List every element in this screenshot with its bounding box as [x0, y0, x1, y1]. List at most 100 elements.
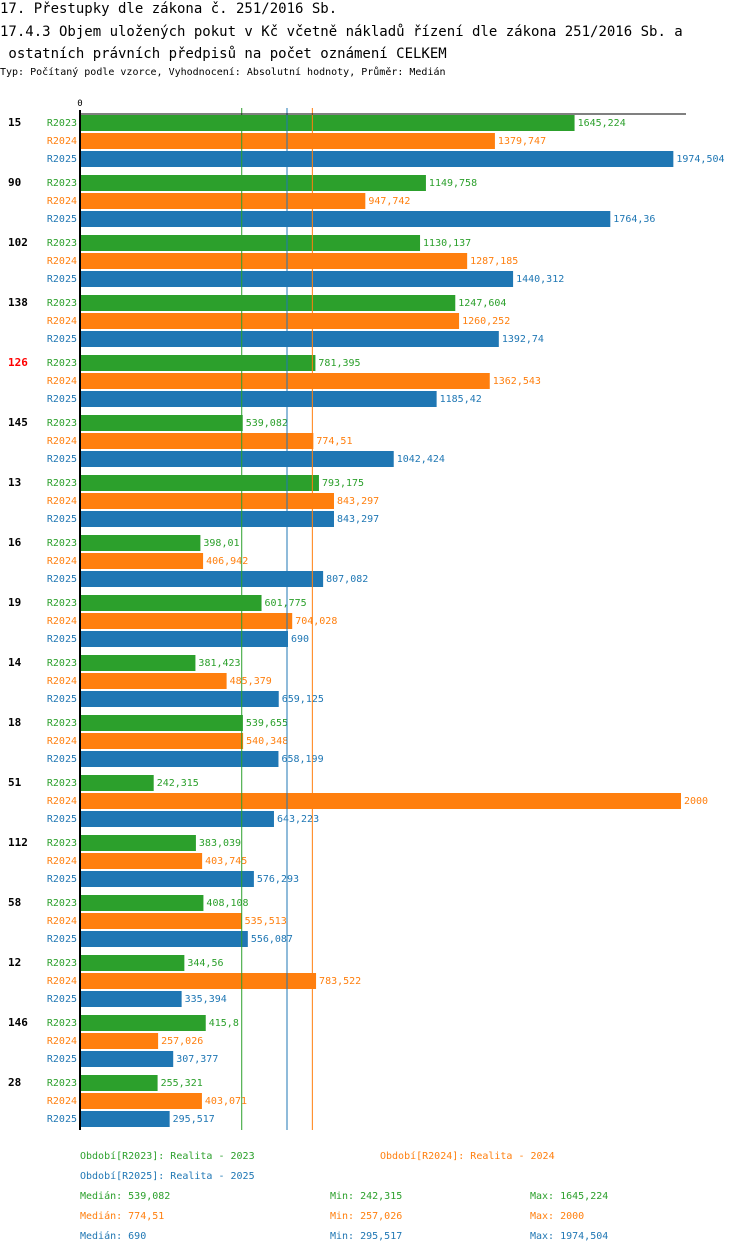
series-label: R2024 [47, 856, 77, 867]
data-label: 576,293 [257, 874, 299, 885]
series-label: R2024 [47, 796, 77, 807]
data-label: 690 [291, 634, 309, 645]
category-label: 51 [8, 776, 22, 789]
data-label: 1149,758 [429, 178, 477, 189]
data-label: 1260,252 [462, 316, 510, 327]
data-label: 793,175 [322, 478, 364, 489]
bar [81, 931, 248, 947]
bar [81, 271, 514, 287]
series-label: R2024 [47, 1036, 77, 1047]
series-label: R2025 [47, 214, 77, 225]
data-label: 1392,74 [502, 334, 544, 345]
series-label: R2025 [47, 1054, 77, 1065]
bar [81, 811, 274, 827]
series-label: R2025 [47, 754, 77, 765]
series-label: R2023 [47, 418, 77, 429]
bar [81, 151, 674, 167]
legend-median-r2023: Medián: 539,082 [80, 1191, 171, 1202]
bar [81, 391, 437, 407]
data-label: 403,071 [205, 1096, 247, 1107]
series-label: R2023 [47, 958, 77, 969]
bar [81, 631, 288, 647]
legend-max-r2024: Max: 2000 [530, 1211, 585, 1222]
series-label: R2025 [47, 454, 77, 465]
data-label: 381,423 [198, 658, 240, 669]
bar [81, 751, 279, 767]
data-label: 398,01 [203, 538, 239, 549]
category-label: 102 [8, 236, 28, 249]
bar [81, 175, 426, 191]
legend-period-r2024: Období[R2024]: Realita - 2024 [380, 1151, 555, 1162]
series-label: R2025 [47, 994, 77, 1005]
category-label: 138 [8, 296, 28, 309]
bar [81, 235, 421, 251]
bar [81, 691, 279, 707]
bar [81, 775, 154, 791]
legend-period-r2025: Období[R2025]: Realita - 2025 [80, 1171, 255, 1182]
bar [81, 871, 254, 887]
series-label: R2023 [47, 178, 77, 189]
category-label: 19 [8, 596, 21, 609]
bar [81, 835, 196, 851]
bar [81, 1033, 159, 1049]
bar [81, 853, 203, 869]
bar [81, 253, 468, 269]
series-label: R2024 [47, 376, 77, 387]
data-label: 658,199 [281, 754, 323, 765]
series-label: R2025 [47, 874, 77, 885]
bar [81, 655, 196, 671]
series-label: R2023 [47, 238, 77, 249]
series-label: R2025 [47, 1114, 77, 1125]
series-label: R2024 [47, 436, 77, 447]
bar [81, 511, 334, 527]
data-label: 643,223 [277, 814, 319, 825]
series-label: R2025 [47, 334, 77, 345]
category-label: 12 [8, 956, 21, 969]
bar [81, 355, 316, 371]
series-label: R2023 [47, 1018, 77, 1029]
series-label: R2025 [47, 934, 77, 945]
series-label: R2025 [47, 574, 77, 585]
bar [81, 211, 611, 227]
series-label: R2024 [47, 496, 77, 507]
bar [81, 1111, 170, 1127]
series-label: R2023 [47, 358, 77, 369]
data-label: 1130,137 [423, 238, 471, 249]
data-label: 408,108 [206, 898, 248, 909]
series-label: R2025 [47, 814, 77, 825]
series-label: R2023 [47, 538, 77, 549]
series-label: R2025 [47, 514, 77, 525]
legend-median-r2025: Medián: 690 [80, 1231, 147, 1242]
x-tick-label: 0 [77, 99, 82, 109]
series-label: R2024 [47, 916, 77, 927]
category-label: 126 [8, 356, 28, 369]
data-label: 535,513 [245, 916, 287, 927]
series-label: R2023 [47, 718, 77, 729]
category-label: 16 [8, 536, 22, 549]
data-label: 704,028 [295, 616, 337, 627]
category-label: 13 [8, 476, 21, 489]
category-label: 90 [8, 176, 21, 189]
data-label: 774,51 [316, 436, 352, 447]
bar [81, 1015, 206, 1031]
data-label: 783,522 [319, 976, 361, 987]
series-label: R2024 [47, 736, 77, 747]
legend-median-r2024: Medián: 774,51 [80, 1211, 165, 1222]
category-label: 112 [8, 836, 28, 849]
bar [81, 451, 394, 467]
data-label: 485,379 [230, 676, 272, 687]
data-label: 383,039 [199, 838, 241, 849]
data-label: 255,321 [161, 1078, 203, 1089]
series-label: R2023 [47, 778, 77, 789]
data-label: 406,942 [206, 556, 248, 567]
data-label: 1042,424 [397, 454, 445, 465]
bar [81, 955, 185, 971]
data-label: 403,745 [205, 856, 247, 867]
legend-period-r2023: Období[R2023]: Realita - 2023 [80, 1151, 255, 1162]
bar [81, 913, 242, 929]
series-label: R2024 [47, 256, 77, 267]
bar [81, 613, 293, 629]
legend-min-r2025: Min: 295,517 [330, 1231, 403, 1242]
category-label: 15 [8, 116, 21, 129]
